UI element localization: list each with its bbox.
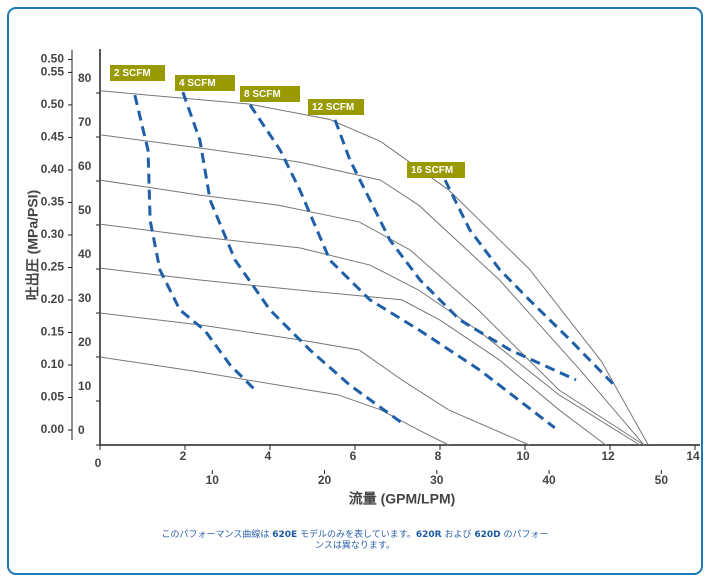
series-label-box (407, 162, 465, 178)
x-tick-label: 14 (686, 449, 700, 463)
y2-tick-label: 0.20 (41, 292, 65, 306)
y2-tick-label: 0.00 (41, 422, 65, 436)
y-tick-label: 10 (78, 379, 92, 393)
pressure-line (99, 90, 649, 446)
pressure-line (99, 179, 645, 446)
y-tick-label: 60 (78, 159, 92, 173)
footnote: このパフォーマンス曲線は 620E モデルのみを表しています。620R および … (130, 530, 580, 552)
x-tick-label: 12 (601, 449, 615, 463)
x2-tick-label: 20 (318, 473, 332, 487)
y-tick-label: 70 (78, 115, 92, 129)
y-tick-label: 40 (78, 247, 92, 261)
pressure-line (99, 223, 641, 446)
x-tick-label: 10 (516, 449, 530, 463)
series-label-box (308, 99, 364, 115)
footnote-part: および (441, 530, 475, 540)
x-tick-label: 0 (95, 456, 102, 470)
y2-tick-label: 0.25 (41, 260, 65, 274)
y2-tick-label: 0.55 (41, 65, 65, 79)
footnote-part: 620R (415, 530, 442, 540)
x2-tick-label: 40 (542, 473, 556, 487)
y2-tick-label: 0.15 (41, 325, 65, 339)
footnote-part: モデルのみを表しています。 (297, 530, 416, 540)
x-tick-label: 8 (435, 449, 442, 463)
pressure-line (99, 312, 530, 446)
air-consumption-line (133, 94, 257, 392)
y2-tick-label: 0.05 (41, 390, 65, 404)
footnote-part: このパフォーマンス曲線は (161, 530, 273, 540)
frame (7, 7, 703, 575)
y2-tick-label: 0.50 (41, 97, 65, 111)
y-tick-label: 80 (78, 71, 92, 85)
y2-tick-label: 0.40 (41, 162, 65, 176)
series-label: 16 SCFM (411, 165, 453, 176)
x2-tick-label: 50 (655, 473, 669, 487)
x-tick-label: 6 (350, 449, 357, 463)
y2-tick-label: 0.45 (41, 130, 65, 144)
y2-tick-label: 0.30 (41, 227, 65, 241)
pressure-line (99, 134, 645, 446)
x-tick-label: 2 (180, 449, 187, 463)
y2-tick-label: 0.10 (41, 357, 65, 371)
footnote-part: 620D (474, 530, 501, 540)
air-consumption-line (443, 179, 616, 387)
y-tick-label: 20 (78, 335, 92, 349)
footnote-part: 620E (272, 530, 298, 540)
series-label-box (110, 65, 165, 81)
series-label: 2 SCFM (114, 68, 151, 79)
air-consumption-line (333, 119, 577, 382)
footnote-part: のパフォー (500, 530, 549, 540)
series-label-box (175, 75, 235, 91)
x2-tick-label: 10 (206, 473, 220, 487)
y2-tick-label: 0.35 (41, 195, 65, 209)
footnote-part: ンスは異なります。 (315, 541, 395, 551)
y-tick-label: 0 (78, 423, 85, 437)
series-label: 12 SCFM (312, 102, 354, 113)
y-axis-title: 吐出圧 (MPa/PSI) (25, 190, 41, 300)
air-consumption-line (181, 91, 407, 427)
y2-tick-label: 0.50 (41, 52, 65, 66)
series-label-box (240, 86, 300, 102)
series-label: 8 SCFM (244, 89, 281, 100)
pressure-line (99, 356, 449, 446)
pressure-line (99, 267, 607, 446)
x-tick-label: 4 (265, 449, 272, 463)
y-tick-label: 30 (78, 291, 92, 305)
air-consumption-line (248, 104, 556, 430)
y-tick-label: 50 (78, 203, 92, 217)
series-label: 4 SCFM (179, 78, 216, 89)
x-axis-title: 流量 (GPM/LPM) (349, 491, 456, 507)
x2-tick-label: 30 (430, 473, 444, 487)
